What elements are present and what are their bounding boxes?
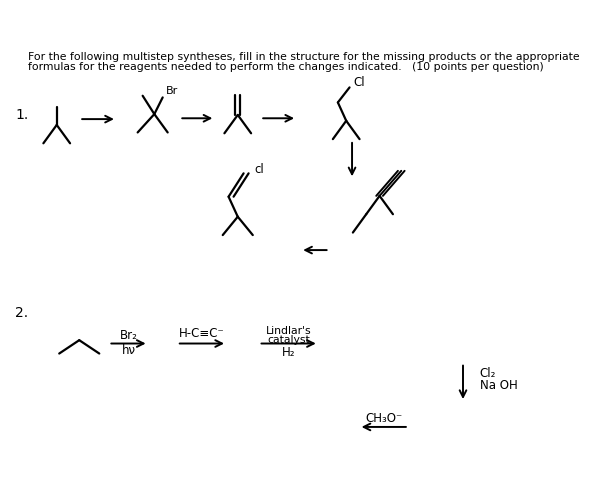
Text: Na OH: Na OH	[480, 379, 517, 392]
Text: 1.: 1.	[15, 108, 28, 122]
Text: Cl₂: Cl₂	[480, 367, 496, 380]
Text: Lindlar's: Lindlar's	[266, 326, 311, 336]
Text: For the following multistep syntheses, fill in the structure for the missing pro: For the following multistep syntheses, f…	[28, 53, 579, 62]
Text: Br: Br	[166, 86, 178, 96]
Text: Cl: Cl	[353, 76, 365, 89]
Text: H-C≡C⁻: H-C≡C⁻	[179, 327, 224, 340]
Text: H₂: H₂	[282, 346, 295, 359]
Text: cl: cl	[255, 163, 264, 176]
Text: catalyst: catalyst	[268, 335, 310, 345]
Text: formulas for the reagents needed to perform the changes indicated.   (10 points : formulas for the reagents needed to perf…	[28, 62, 543, 72]
Text: 2.: 2.	[15, 306, 28, 320]
Text: hν: hν	[122, 344, 135, 357]
Text: CH₃O⁻: CH₃O⁻	[365, 412, 402, 425]
Text: Br₂: Br₂	[119, 329, 137, 342]
